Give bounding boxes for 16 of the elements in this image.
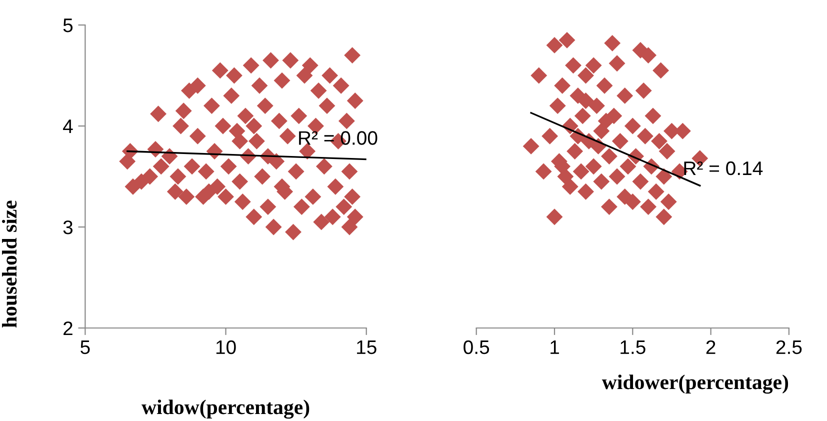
y-tick-label: 4 — [63, 120, 73, 134]
x-axis-title: widower(percentage) — [602, 374, 788, 394]
y-tick-label: 2 — [64, 321, 72, 336]
x-tick-label: 1 — [550, 340, 559, 354]
y-tick-label: 3 — [63, 220, 73, 234]
x-tick-label: 5 — [80, 340, 90, 354]
x-tick-label: 15 — [357, 340, 376, 354]
y-tick-label: 5 — [63, 18, 73, 32]
x-tick-label: 0.5 — [464, 340, 490, 354]
y-axis-title: household size — [2, 200, 17, 328]
x-tick-label: 1.5 — [620, 340, 646, 354]
x-tick-label: 2 — [706, 340, 716, 354]
x-tick-label: 10 — [216, 340, 236, 354]
x-axis-title: widow(percentage) — [142, 400, 310, 419]
annotation: R² = 0.14 — [684, 161, 763, 176]
x-tick-label: 2.5 — [776, 340, 802, 354]
